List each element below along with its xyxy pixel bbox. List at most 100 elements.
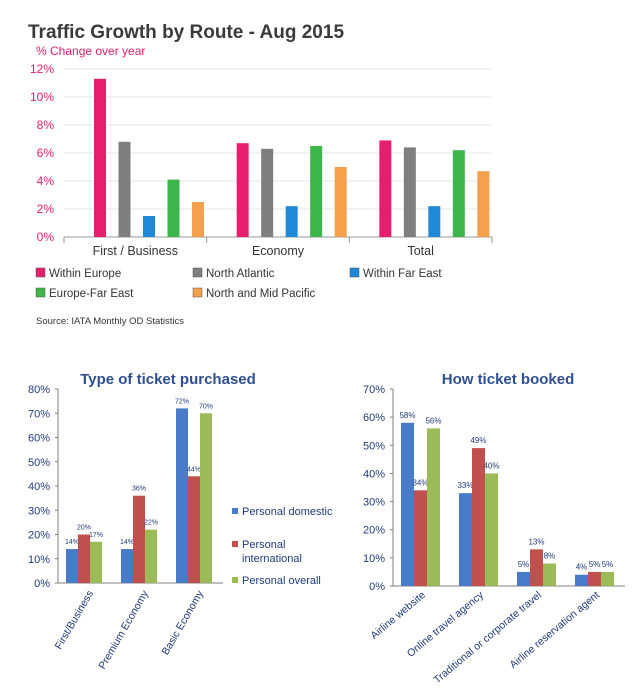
data-label: 36%: [132, 486, 146, 493]
bar: [485, 473, 498, 586]
bar: [285, 206, 298, 237]
legend-label: Personal: [242, 539, 285, 551]
data-label: 72%: [175, 398, 189, 405]
chart1-legend: Within Europe North Atlantic Within Far Ea…: [35, 267, 442, 300]
bar: [530, 549, 543, 586]
data-label: 20%: [77, 525, 91, 532]
chart2-legend: Personal domestic Personal international Pe…: [232, 506, 333, 587]
x-tick-label: Airline website: [368, 589, 428, 642]
y-tick-label: 80%: [28, 384, 50, 396]
y-tick-label: 40%: [28, 481, 50, 493]
bar: [403, 147, 416, 237]
x-tick-label: Economy: [252, 244, 305, 258]
data-label: 40%: [483, 461, 499, 470]
data-label: 13%: [528, 537, 544, 546]
chart2-title: Type of ticket purchased: [80, 371, 256, 388]
bar: [94, 78, 106, 237]
y-tick-label: 10%: [363, 553, 385, 565]
chart1-plot: 0% 2% 4% 6% 8% 10% 12% First / Business Economy T…: [30, 62, 493, 258]
bar: [472, 448, 485, 586]
chart1-source: Source: IATA Monthly OD Statistics: [36, 316, 184, 327]
legend-swatch: [35, 287, 46, 298]
bar: [452, 150, 465, 237]
x-tick-label: First/Business: [53, 589, 96, 652]
bar: [477, 171, 490, 237]
bar: [588, 571, 601, 586]
data-label: 22%: [144, 520, 158, 527]
data-label: 33%: [457, 481, 473, 490]
bar: [133, 495, 145, 583]
legend-label: North and Mid Pacific: [206, 288, 316, 300]
y-tick-label: 6%: [37, 146, 55, 160]
y-tick-label: 20%: [28, 530, 50, 542]
x-tick-label: First / Business: [93, 244, 178, 258]
y-tick-label: 0%: [369, 581, 385, 593]
legend-label: Europe-Far East: [49, 288, 134, 300]
bar: [517, 571, 530, 586]
bar: [188, 476, 200, 583]
y-tick-label: 4%: [37, 174, 55, 188]
data-label: 17%: [89, 532, 103, 539]
bar: [78, 534, 90, 583]
bar: [167, 179, 180, 237]
y-tick-label: 20%: [363, 525, 385, 537]
bar: [379, 140, 392, 237]
bar: [121, 549, 133, 583]
data-label: 8%: [544, 551, 556, 560]
bar: [601, 571, 614, 586]
chart2-plot: 0%10%20%30%40%50%60%70%80%14%20%17%First…: [28, 384, 223, 671]
data-label: 4%: [576, 563, 588, 572]
data-label: 49%: [470, 436, 486, 445]
data-label: 14%: [120, 539, 134, 546]
data-label: 14%: [65, 539, 79, 546]
data-label: 34%: [412, 478, 428, 487]
bar: [66, 549, 78, 583]
legend-swatch: [232, 508, 238, 514]
legend-label: international: [242, 553, 302, 565]
bar: [261, 148, 274, 237]
x-tick-label: Traditional or corporate travel: [431, 589, 543, 686]
chart1-subtitle: % Change over year: [36, 44, 145, 58]
bar: [334, 167, 347, 237]
data-label: 56%: [425, 416, 441, 425]
y-tick-label: 0%: [34, 578, 50, 590]
legend-label: North Atlantic: [206, 268, 275, 280]
legend-swatch: [349, 267, 360, 278]
legend-label: Personal domestic: [242, 506, 333, 518]
bar: [575, 574, 588, 586]
legend-swatch: [192, 287, 203, 298]
y-tick-label: 60%: [28, 433, 50, 445]
bar: [176, 408, 188, 583]
x-tick-label: Basic Economy: [160, 588, 207, 657]
bar: [143, 216, 155, 237]
data-label: 44%: [187, 466, 201, 473]
chart1-title: Traffic Growth by Route - Aug 2015: [28, 22, 344, 43]
y-tick-label: 60%: [363, 412, 385, 424]
y-tick-label: 50%: [28, 457, 50, 469]
x-tick-label: Total: [407, 244, 433, 258]
y-tick-label: 70%: [28, 408, 50, 420]
data-label: 5%: [589, 560, 601, 569]
y-tick-label: 70%: [363, 384, 385, 396]
legend-label: Personal overall: [242, 575, 321, 587]
y-tick-label: 8%: [37, 118, 55, 132]
legend-swatch: [232, 541, 238, 547]
chart3-plot: 0% 10% 20% 30% 40% 50% 60% 70% 58% 34% 56% Airline …: [363, 384, 625, 686]
bar: [192, 202, 204, 237]
bar: [427, 428, 440, 586]
data-label: 58%: [399, 411, 415, 420]
bar: [200, 413, 212, 583]
bar: [118, 141, 131, 237]
y-tick-label: 10%: [30, 90, 54, 104]
chart3-title: How ticket booked: [442, 371, 575, 388]
data-label: 70%: [199, 403, 213, 410]
legend-label: Within Europe: [49, 268, 121, 280]
y-tick-label: 50%: [363, 440, 385, 452]
y-tick-label: 40%: [363, 468, 385, 480]
bar: [543, 563, 556, 586]
bar: [414, 490, 427, 586]
bar: [459, 493, 472, 586]
y-tick-label: 30%: [28, 505, 50, 517]
legend-swatch: [35, 267, 46, 278]
